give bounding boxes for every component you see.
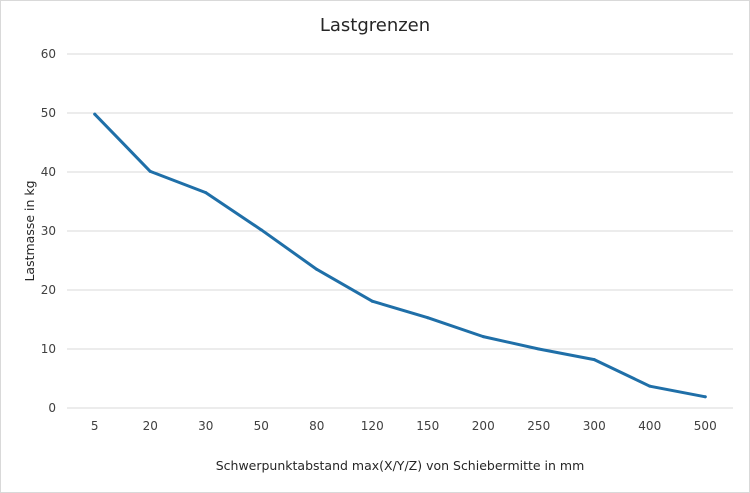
- data-point: [426, 316, 430, 320]
- data-point: [592, 358, 596, 362]
- data-point: [648, 384, 652, 388]
- x-axis-title: Schwerpunktabstand max(X/Y/Z) von Schieb…: [216, 458, 585, 473]
- x-axis-ticks: 5 20 30 50 80 120 150 200 250 300 400 500: [91, 419, 717, 433]
- data-point: [204, 191, 208, 195]
- data-point: [537, 347, 541, 351]
- x-tick-label: 30: [198, 419, 213, 433]
- gridlines: [67, 53, 733, 409]
- data-point: [315, 267, 319, 271]
- x-tick-label: 300: [583, 419, 606, 433]
- y-axis-ticks: 0 10 20 30 40 50 60: [41, 47, 56, 415]
- data-point: [259, 228, 263, 232]
- data-point: [148, 169, 152, 173]
- x-tick-label: 5: [91, 419, 99, 433]
- y-tick-label: 40: [41, 165, 56, 179]
- y-tick-label: 0: [48, 401, 56, 415]
- y-tick-label: 20: [41, 283, 56, 297]
- data-point: [481, 335, 485, 339]
- x-tick-label: 200: [472, 419, 495, 433]
- y-tick-label: 10: [41, 342, 56, 356]
- data-point: [370, 299, 374, 303]
- x-tick-label: 150: [416, 419, 439, 433]
- x-tick-label: 80: [309, 419, 324, 433]
- y-axis-title: Lastmasse in kg: [22, 180, 37, 281]
- y-tick-label: 60: [41, 47, 56, 61]
- data-point: [703, 395, 707, 399]
- x-tick-label: 400: [638, 419, 661, 433]
- x-tick-label: 120: [361, 419, 384, 433]
- data-point: [93, 112, 97, 116]
- y-tick-label: 50: [41, 106, 56, 120]
- x-tick-label: 20: [143, 419, 158, 433]
- y-tick-label: 30: [41, 224, 56, 238]
- x-tick-label: 50: [254, 419, 269, 433]
- series-layer: [93, 112, 707, 399]
- x-tick-label: 500: [694, 419, 717, 433]
- chart-title: Lastgrenzen: [320, 15, 430, 36]
- x-tick-label: 250: [527, 419, 550, 433]
- series-line: [93, 112, 707, 399]
